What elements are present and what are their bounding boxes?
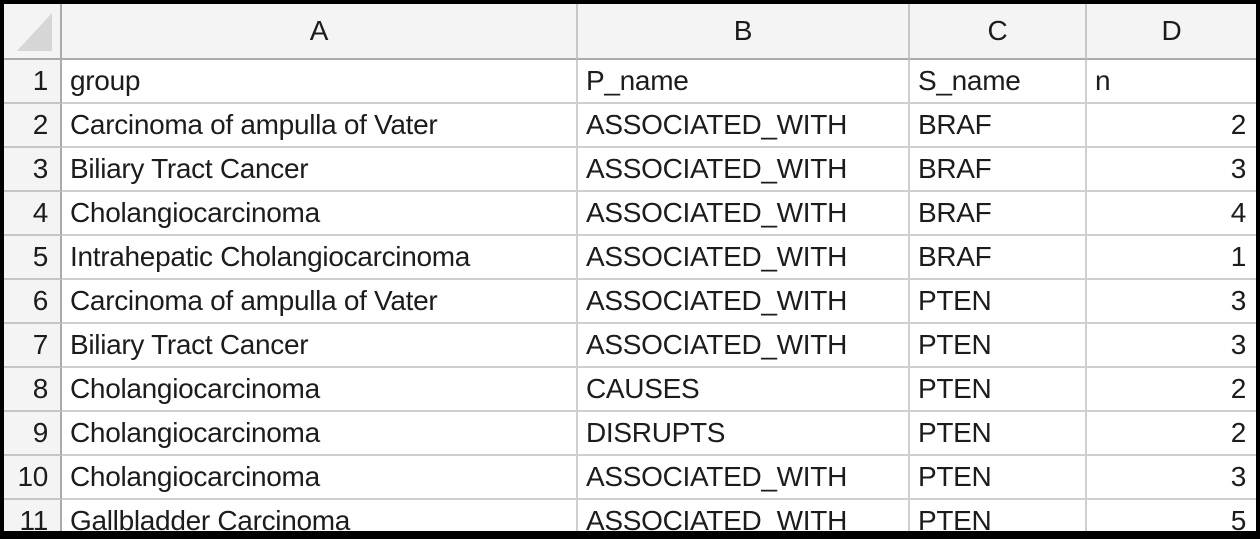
cell-d10[interactable]: 3	[1087, 456, 1256, 500]
row-header-3[interactable]: 3	[4, 148, 62, 192]
select-all-corner[interactable]	[4, 4, 62, 60]
row-header-4[interactable]: 4	[4, 192, 62, 236]
row-header-5[interactable]: 5	[4, 236, 62, 280]
cell-a8[interactable]: Cholangiocarcinoma	[62, 368, 578, 412]
cell-a4[interactable]: Cholangiocarcinoma	[62, 192, 578, 236]
cell-c5[interactable]: BRAF	[910, 236, 1087, 280]
cell-a10[interactable]: Cholangiocarcinoma	[62, 456, 578, 500]
cell-d1[interactable]: n	[1087, 60, 1256, 104]
cell-b8[interactable]: CAUSES	[578, 368, 910, 412]
cell-a7[interactable]: Biliary Tract Cancer	[62, 324, 578, 368]
cell-c4[interactable]: BRAF	[910, 192, 1087, 236]
cell-c8[interactable]: PTEN	[910, 368, 1087, 412]
cell-d5[interactable]: 1	[1087, 236, 1256, 280]
cell-b11[interactable]: ASSOCIATED_WITH	[578, 500, 910, 531]
select-all-triangle-icon	[17, 13, 52, 51]
cell-b4[interactable]: ASSOCIATED_WITH	[578, 192, 910, 236]
cell-c1[interactable]: S_name	[910, 60, 1087, 104]
cell-a11[interactable]: Gallbladder Carcinoma	[62, 500, 578, 531]
row-header-1[interactable]: 1	[4, 60, 62, 104]
row-header-9[interactable]: 9	[4, 412, 62, 456]
row-header-7[interactable]: 7	[4, 324, 62, 368]
cell-b9[interactable]: DISRUPTS	[578, 412, 910, 456]
cell-c9[interactable]: PTEN	[910, 412, 1087, 456]
cell-c2[interactable]: BRAF	[910, 104, 1087, 148]
cell-c10[interactable]: PTEN	[910, 456, 1087, 500]
cell-b2[interactable]: ASSOCIATED_WITH	[578, 104, 910, 148]
cell-a3[interactable]: Biliary Tract Cancer	[62, 148, 578, 192]
cell-a9[interactable]: Cholangiocarcinoma	[62, 412, 578, 456]
cell-b10[interactable]: ASSOCIATED_WITH	[578, 456, 910, 500]
cell-d4[interactable]: 4	[1087, 192, 1256, 236]
cell-b6[interactable]: ASSOCIATED_WITH	[578, 280, 910, 324]
row-header-2[interactable]: 2	[4, 104, 62, 148]
column-header-c[interactable]: C	[910, 4, 1087, 60]
column-header-d[interactable]: D	[1087, 4, 1256, 60]
cell-c7[interactable]: PTEN	[910, 324, 1087, 368]
cell-d9[interactable]: 2	[1087, 412, 1256, 456]
cell-d8[interactable]: 2	[1087, 368, 1256, 412]
row-header-8[interactable]: 8	[4, 368, 62, 412]
column-header-a[interactable]: A	[62, 4, 578, 60]
spreadsheet-grid: A B C D 1 group P_name S_name n 2 Carcinoma of amp…	[4, 4, 1256, 531]
row-header-10[interactable]: 10	[4, 456, 62, 500]
cell-a6[interactable]: Carcinoma of ampulla of Vater	[62, 280, 578, 324]
row-header-11[interactable]: 11	[4, 500, 62, 531]
column-header-b[interactable]: B	[578, 4, 910, 60]
cell-b5[interactable]: ASSOCIATED_WITH	[578, 236, 910, 280]
cell-c11[interactable]: PTEN	[910, 500, 1087, 531]
cell-a5[interactable]: Intrahepatic Cholangiocarcinoma	[62, 236, 578, 280]
cell-d11[interactable]: 5	[1087, 500, 1256, 531]
cell-d6[interactable]: 3	[1087, 280, 1256, 324]
cell-a2[interactable]: Carcinoma of ampulla of Vater	[62, 104, 578, 148]
cell-b3[interactable]: ASSOCIATED_WITH	[578, 148, 910, 192]
cell-b1[interactable]: P_name	[578, 60, 910, 104]
cell-c3[interactable]: BRAF	[910, 148, 1087, 192]
row-header-6[interactable]: 6	[4, 280, 62, 324]
cell-b7[interactable]: ASSOCIATED_WITH	[578, 324, 910, 368]
cell-d7[interactable]: 3	[1087, 324, 1256, 368]
cell-a1[interactable]: group	[62, 60, 578, 104]
cell-c6[interactable]: PTEN	[910, 280, 1087, 324]
cell-d2[interactable]: 2	[1087, 104, 1256, 148]
cell-d3[interactable]: 3	[1087, 148, 1256, 192]
